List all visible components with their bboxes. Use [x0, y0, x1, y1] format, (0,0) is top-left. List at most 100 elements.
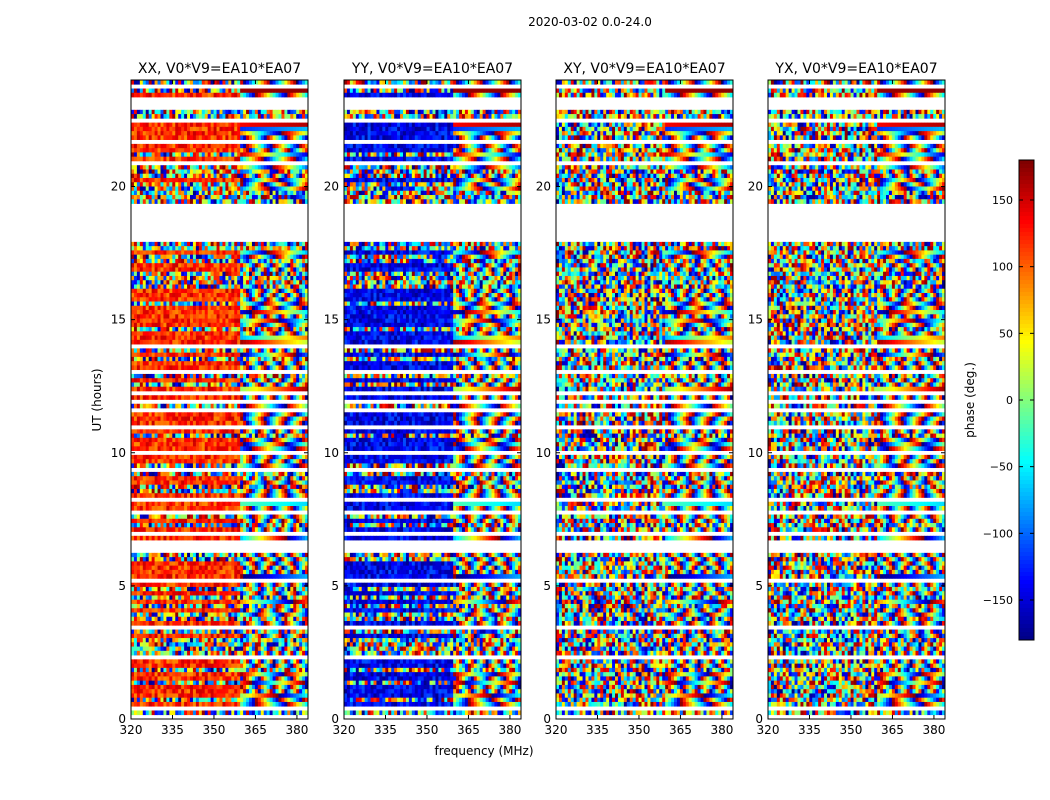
heatmap-cell	[133, 488, 138, 494]
heatmap-cell	[231, 459, 235, 464]
heatmap-cell	[237, 535, 241, 541]
heatmap-cell	[272, 331, 276, 336]
heatmap-cell	[290, 314, 294, 319]
heatmap-cell	[160, 335, 164, 341]
heatmap-cell	[210, 246, 214, 251]
heatmap-cell	[275, 241, 279, 247]
heatmap-cell	[278, 182, 282, 187]
heatmap-cell	[213, 382, 217, 388]
heatmap-cell	[169, 182, 173, 187]
heatmap-cell	[287, 412, 291, 417]
heatmap-cell	[269, 263, 273, 268]
heatmap-cell	[160, 463, 164, 469]
heatmap-cell	[181, 331, 185, 336]
heatmap-cell	[269, 177, 273, 183]
heatmap-cell	[216, 471, 220, 477]
heatmap-cell	[272, 190, 276, 196]
heatmap-cell	[190, 403, 194, 409]
heatmap-cell	[293, 143, 297, 149]
heatmap-cell	[131, 480, 135, 486]
heatmap-cell	[160, 527, 164, 532]
heatmap-cell	[254, 305, 259, 311]
heatmap-cell	[195, 280, 200, 285]
heatmap-cell	[201, 280, 206, 285]
heatmap-cell	[157, 254, 161, 260]
heatmap-cell	[296, 488, 300, 494]
heatmap-cell	[287, 348, 291, 353]
heatmap-cell	[204, 459, 209, 464]
heatmap-cell	[257, 480, 262, 486]
heatmap-cell	[260, 80, 265, 85]
heatmap-cell	[302, 301, 306, 307]
heatmap-cell	[131, 361, 135, 366]
heatmap-cell	[237, 361, 241, 366]
heatmap-cell	[305, 186, 309, 192]
heatmap-cell	[178, 152, 182, 158]
heatmap-cell	[190, 335, 194, 341]
heatmap-cell	[275, 493, 279, 498]
heatmap-cell	[284, 195, 288, 200]
heatmap-cell	[231, 352, 235, 358]
heatmap-cell	[237, 506, 241, 511]
heatmap-cell	[302, 258, 306, 264]
heatmap-cell	[251, 339, 256, 345]
heatmap-cell	[290, 143, 294, 149]
heatmap-cell	[222, 246, 226, 251]
heatmap-cell	[207, 322, 211, 328]
heatmap-cell	[145, 258, 150, 264]
heatmap-cell	[157, 395, 161, 400]
heatmap-cell	[157, 263, 161, 268]
heatmap-cell	[275, 250, 279, 256]
heatmap-cell	[231, 182, 235, 187]
heatmap-cell	[154, 518, 158, 524]
heatmap-cell	[154, 429, 158, 434]
heatmap-cell	[192, 195, 197, 200]
heatmap-cell	[219, 339, 223, 345]
heatmap-cell	[254, 412, 259, 417]
heatmap-cell	[192, 80, 197, 85]
heatmap-cell	[139, 378, 144, 383]
heatmap-cell	[198, 518, 203, 524]
heatmap-cell	[133, 557, 138, 562]
heatmap-cell	[166, 284, 170, 290]
heatmap-cell	[305, 254, 309, 260]
heatmap-cell	[190, 552, 194, 558]
heatmap-cell	[148, 501, 152, 507]
heatmap-cell	[157, 177, 161, 183]
heatmap-cell	[172, 514, 176, 520]
heatmap-cell	[198, 156, 203, 162]
heatmap-cell	[131, 258, 135, 264]
heatmap-cell	[275, 361, 279, 366]
heatmap-cell	[166, 501, 170, 507]
heatmap-cell	[263, 310, 268, 315]
heatmap-cell	[184, 382, 188, 388]
heatmap-cell	[216, 378, 220, 383]
heatmap-cell	[184, 493, 188, 498]
heatmap-cell	[201, 258, 206, 264]
heatmap-cell	[169, 109, 173, 115]
heatmap-cell	[266, 263, 270, 268]
heatmap-cell	[231, 339, 235, 345]
heatmap-cell	[290, 80, 294, 85]
heatmap-cell	[151, 250, 155, 256]
heatmap-cell	[187, 284, 191, 290]
heatmap-cell	[302, 331, 306, 336]
heatmap-cell	[175, 373, 179, 379]
heatmap-cell	[237, 246, 241, 251]
heatmap-cell	[187, 416, 191, 422]
heatmap-cell	[287, 446, 291, 451]
heatmap-cell	[278, 442, 282, 447]
heatmap-cell	[243, 454, 247, 460]
heatmap-cell	[131, 241, 135, 247]
heatmap-cell	[163, 182, 167, 187]
heatmap-cell	[246, 293, 250, 298]
heatmap-cell	[184, 373, 188, 379]
heatmap-cell	[204, 199, 209, 204]
heatmap-cell	[175, 131, 179, 136]
heatmap-cell	[207, 143, 211, 149]
heatmap-cell	[145, 169, 150, 175]
heatmap-cell	[163, 527, 167, 532]
heatmap-cell	[175, 348, 179, 353]
heatmap-cell	[201, 177, 206, 183]
heatmap-cell	[133, 331, 138, 336]
